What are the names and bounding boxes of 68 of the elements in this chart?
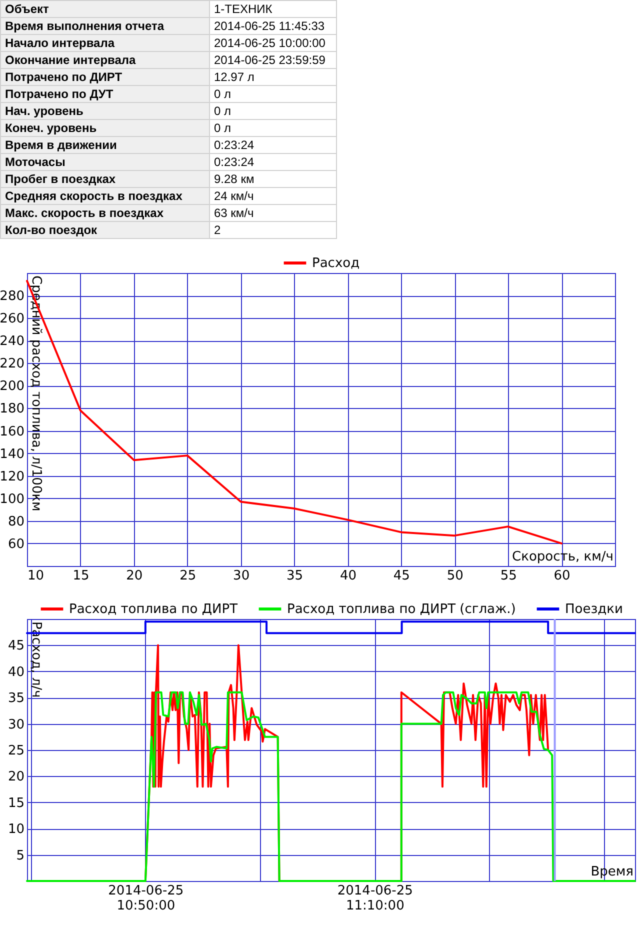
text: 9.28 км [210, 170, 336, 188]
text: Конеч. уровень [0, 120, 210, 136]
text: 2014-06-25 10:00:00 [210, 34, 336, 52]
text: Макс. скорость в поездках [0, 204, 210, 222]
y-tick-label: 200 [0, 379, 24, 394]
y-tick-label: 20 [8, 770, 24, 785]
text: Начало интервала [0, 34, 210, 52]
y-tick-label: 100 [0, 492, 24, 507]
y-tick-label: 25 [8, 744, 24, 758]
x-tick-label: 35 [286, 568, 304, 584]
y-tick-label: 180 [0, 402, 24, 417]
y-tick-label: 260 [0, 312, 24, 327]
legend-label: Расход [312, 256, 360, 271]
x-tick-label: 60 [554, 568, 570, 584]
x-tick-label: 50 [446, 568, 464, 584]
x-tick-label: 55 [500, 568, 517, 584]
text: 2014-06-25 23:59:59 [210, 52, 336, 68]
legend-label: Расход топлива по ДИРТ [69, 602, 238, 617]
x-tick-label: 15 [72, 568, 90, 584]
legend-label: Расход топлива по ДИРТ (сглаж.) [287, 602, 516, 617]
y-axis-title: Средний расход топлива, л/100км [28, 276, 44, 512]
text: Время выполнения отчета [0, 18, 210, 34]
text: Окончание интервала [0, 52, 210, 68]
text: 0:23:24 [210, 154, 336, 170]
text: Нач. уровень [0, 102, 210, 120]
y-tick-label: 30 [8, 717, 24, 732]
y-tick-label: 35 [8, 691, 24, 706]
text: 1-ТЕХНИК [210, 0, 336, 18]
text: 2014-06-25 11:45:33 [210, 18, 336, 34]
text: Потрачено по ДИРТ [0, 68, 210, 86]
x-tick-label: 40 [340, 568, 356, 584]
y-tick-label: 5 [16, 848, 24, 864]
y-axis-title: Расход, л/ч [28, 622, 44, 698]
y-tick-label: 80 [8, 514, 24, 530]
text: 2 [210, 222, 336, 238]
text: Потрачено по ДУТ [0, 86, 210, 102]
y-tick-label: 160 [0, 424, 24, 440]
text: 0 л [210, 120, 336, 136]
x-tick-label: 45 [393, 568, 410, 584]
text: 24 км/ч [210, 188, 336, 204]
y-tick-label: 40 [8, 664, 24, 680]
x-tick-label: 30 [233, 568, 250, 584]
y-tick-label: 220 [0, 356, 24, 372]
y-tick-label: 280 [0, 289, 24, 304]
text: Средняя скорость в поездках [0, 188, 210, 204]
text: Моточасы [0, 154, 210, 170]
x-tick-label: 20 [126, 568, 143, 584]
text: Пробег в поездках [0, 170, 210, 188]
text: 63 км/ч [210, 204, 336, 222]
text: 0 л [210, 86, 336, 102]
x-tick-label: 10 [28, 568, 44, 584]
y-tick-label: 15 [8, 796, 24, 811]
y-tick-label: 120 [0, 469, 24, 484]
text: Кол-во поездок [0, 222, 210, 238]
text: Время в движении [0, 136, 210, 154]
y-tick-label: 240 [0, 334, 24, 350]
text: 0 л [210, 102, 336, 120]
text: 12.97 л [210, 68, 336, 86]
y-tick-label: 60 [8, 536, 24, 552]
text: 0:23:24 [210, 136, 336, 154]
y-tick-label: 45 [8, 638, 24, 654]
y-tick-label: 10 [8, 822, 24, 838]
x-tick-label: 25 [180, 568, 196, 584]
x-tick-label: 2014-06-25 10:50:00 [108, 884, 184, 914]
legend-label: Поездки [565, 602, 623, 617]
y-tick-label: 140 [0, 446, 24, 462]
x-tick-label: 2014-06-25 11:10:00 [337, 884, 413, 914]
text: Объект [0, 0, 210, 18]
